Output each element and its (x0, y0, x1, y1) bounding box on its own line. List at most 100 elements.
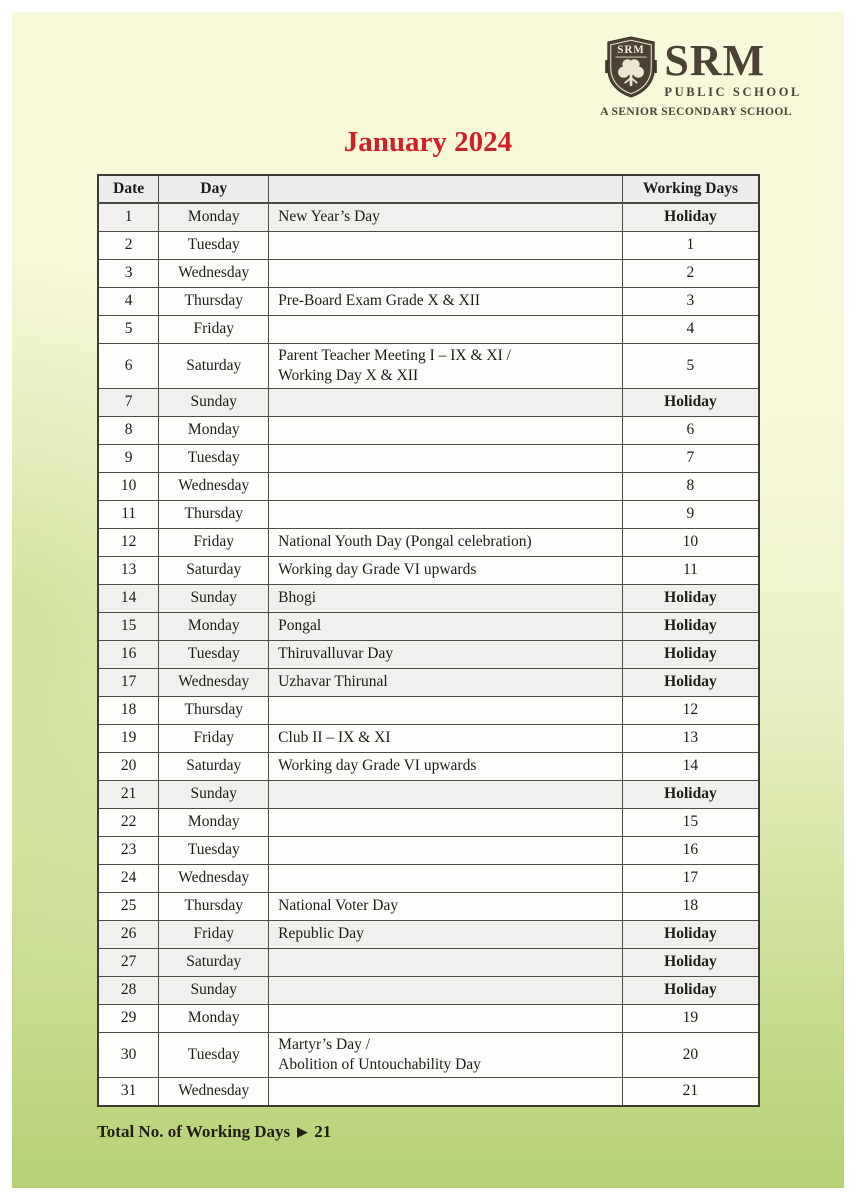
cell-event: Republic Day (268, 919, 623, 949)
cell-date: 6 (97, 342, 160, 389)
table-row: 10 Wednesday 8 (97, 471, 760, 501)
header-day: Day (158, 174, 270, 204)
cell-date: 5 (97, 314, 160, 344)
cell-day: Wednesday (158, 258, 270, 288)
cell-day: Tuesday (158, 443, 270, 473)
cell-working-days: Holiday (621, 583, 760, 613)
cell-working-days: Holiday (621, 611, 760, 641)
cell-date: 3 (97, 258, 160, 288)
cell-working-days: Holiday (621, 639, 760, 669)
arrow-right-icon: ▶ (297, 1124, 308, 1139)
cell-working-days: 5 (621, 342, 760, 389)
cell-event: Parent Teacher Meeting I – IX & XI / Wor… (268, 342, 623, 389)
cell-day: Thursday (158, 286, 270, 316)
cell-event (268, 471, 623, 501)
cell-working-days: Holiday (621, 947, 760, 977)
cell-date: 17 (97, 667, 160, 697)
cell-working-days: 12 (621, 695, 760, 725)
cell-day: Saturday (158, 751, 270, 781)
cell-day: Saturday (158, 555, 270, 585)
cell-working-days: Holiday (621, 779, 760, 809)
cell-working-days: 13 (621, 723, 760, 753)
cell-day: Friday (158, 527, 270, 557)
cell-day: Monday (158, 611, 270, 641)
cell-date: 26 (97, 919, 160, 949)
cell-day: Tuesday (158, 639, 270, 669)
calendar-table-container: Date Day Working Days 1 Monday New Year’… (97, 174, 760, 1107)
svg-text:SRM: SRM (618, 44, 645, 56)
cell-date: 14 (97, 583, 160, 613)
cell-event (268, 415, 623, 445)
cell-working-days: Holiday (621, 975, 760, 1005)
cell-working-days: Holiday (621, 919, 760, 949)
cell-day: Friday (158, 919, 270, 949)
total-value: 21 (314, 1122, 332, 1141)
cell-date: 24 (97, 863, 160, 893)
table-row: 23 Tuesday 16 (97, 835, 760, 865)
table-row: 31 Wednesday 21 (97, 1077, 760, 1107)
cell-day: Saturday (158, 947, 270, 977)
cell-date: 22 (97, 807, 160, 837)
table-row: 24 Wednesday 17 (97, 863, 760, 893)
cell-day: Thursday (158, 891, 270, 921)
cell-working-days: Holiday (621, 667, 760, 697)
cell-date: 29 (97, 1003, 160, 1033)
cell-event (268, 258, 623, 288)
cell-date: 9 (97, 443, 160, 473)
cell-working-days: 7 (621, 443, 760, 473)
cell-working-days: 6 (621, 415, 760, 445)
school-shield-icon: SRM (605, 36, 658, 103)
cell-event: Pongal (268, 611, 623, 641)
cell-date: 31 (97, 1077, 160, 1107)
table-row: 7 Sunday Holiday (97, 387, 760, 417)
table-row: 6 Saturday Parent Teacher Meeting I – IX… (97, 342, 760, 389)
cell-date: 13 (97, 555, 160, 585)
cell-day: Sunday (158, 975, 270, 1005)
cell-day: Tuesday (158, 835, 270, 865)
cell-event (268, 314, 623, 344)
calendar-table: Date Day Working Days 1 Monday New Year’… (97, 174, 760, 1107)
cell-date: 16 (97, 639, 160, 669)
cell-day: Wednesday (158, 1077, 270, 1107)
cell-date: 18 (97, 695, 160, 725)
school-tagline: A SENIOR SECONDARY SCHOOL (600, 106, 792, 118)
cell-date: 28 (97, 975, 160, 1005)
cell-date: 4 (97, 286, 160, 316)
cell-working-days: 8 (621, 471, 760, 501)
cell-event: National Youth Day (Pongal celebration) (268, 527, 623, 557)
cell-date: 30 (97, 1031, 160, 1079)
cell-working-days: 3 (621, 286, 760, 316)
cell-event: Uzhavar Thirunal (268, 667, 623, 697)
cell-date: 10 (97, 471, 160, 501)
table-row: 25 Thursday National Voter Day 18 (97, 891, 760, 921)
cell-date: 8 (97, 415, 160, 445)
cell-event (268, 975, 623, 1005)
table-row: 5 Friday 4 (97, 314, 760, 344)
cell-event (268, 499, 623, 529)
cell-date: 2 (97, 230, 160, 260)
cell-date: 7 (97, 387, 160, 417)
table-header-row: Date Day Working Days (97, 174, 760, 204)
cell-date: 15 (97, 611, 160, 641)
table-row: 22 Monday 15 (97, 807, 760, 837)
cell-date: 25 (97, 891, 160, 921)
total-label: Total No. of Working Days (97, 1122, 291, 1141)
cell-event (268, 835, 623, 865)
cell-date: 12 (97, 527, 160, 557)
cell-day: Tuesday (158, 230, 270, 260)
table-row: 11 Thursday 9 (97, 499, 760, 529)
cell-day: Wednesday (158, 471, 270, 501)
table-row: 15 Monday Pongal Holiday (97, 611, 760, 641)
cell-day: Sunday (158, 387, 270, 417)
cell-day: Wednesday (158, 863, 270, 893)
logo-top-row: SRM (590, 36, 802, 103)
cell-working-days: 4 (621, 314, 760, 344)
table-row: 30 Tuesday Martyr’s Day / Abolition of U… (97, 1031, 760, 1079)
logo-name-block: SRM PUBLIC SCHOOL (664, 39, 802, 100)
cell-day: Sunday (158, 779, 270, 809)
cell-event: New Year’s Day (268, 202, 623, 232)
month-title: January 2024 (343, 126, 513, 158)
cell-working-days: 16 (621, 835, 760, 865)
table-row: 13 Saturday Working day Grade VI upwards… (97, 555, 760, 585)
cell-event (268, 1003, 623, 1033)
